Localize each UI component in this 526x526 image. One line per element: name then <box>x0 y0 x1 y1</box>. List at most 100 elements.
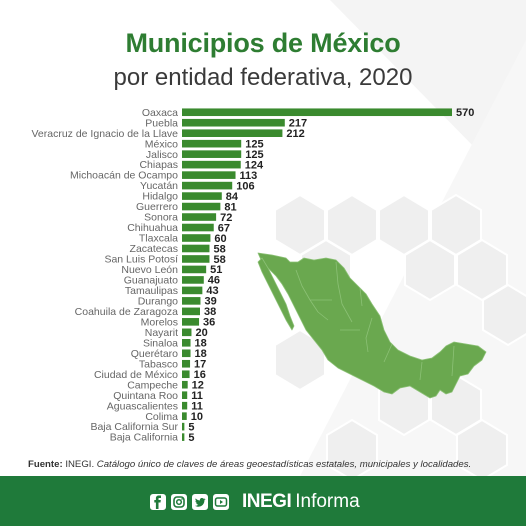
bar <box>182 276 204 284</box>
source-note: Fuente: INEGI. Catálogo único de claves … <box>28 459 508 470</box>
value-label: 125 <box>245 149 263 161</box>
category-label: Zacatecas <box>130 243 178 255</box>
category-label: Tlaxcala <box>139 233 178 245</box>
category-label: Chiapas <box>139 159 178 171</box>
bar <box>182 129 283 137</box>
category-label: Nuevo León <box>121 264 178 276</box>
category-label: Guanajuato <box>124 275 178 287</box>
value-label: 16 <box>194 369 206 381</box>
bar <box>182 160 241 169</box>
category-label: Colima <box>145 411 178 423</box>
category-label: Ciudad de México <box>94 369 178 381</box>
value-label: 570 <box>456 107 474 119</box>
bar <box>182 401 188 410</box>
category-label: San Luis Potosí <box>104 254 178 266</box>
value-label: 36 <box>203 317 215 329</box>
bars-group: Oaxaca 570 Puebla 217 Veracruz de Ignacio de… <box>31 107 474 444</box>
value-label: 51 <box>210 264 222 276</box>
chart-subtitle: por entidad federativa, 2020 <box>113 64 413 91</box>
facebook-icon[interactable] <box>150 494 166 510</box>
value-label: 43 <box>206 285 218 297</box>
value-label: 38 <box>204 306 216 318</box>
value-label: 18 <box>195 338 207 350</box>
bar <box>182 297 201 305</box>
category-label: Aguascalientes <box>107 400 178 412</box>
bar <box>182 108 452 117</box>
category-label: Michoacán de Ocampo <box>70 170 178 182</box>
value-label: 18 <box>195 348 207 360</box>
value-label: 106 <box>236 180 254 192</box>
bar <box>182 359 191 368</box>
bar <box>182 349 191 358</box>
bar <box>182 255 210 263</box>
value-label: 11 <box>191 400 203 412</box>
value-label: 217 <box>289 118 307 130</box>
value-label: 12 <box>192 380 204 392</box>
category-label: México <box>145 138 178 150</box>
value-label: 212 <box>286 128 304 140</box>
category-label: Morelos <box>141 316 178 328</box>
bar <box>182 380 188 389</box>
bar <box>182 118 285 127</box>
category-label: Tamaulipas <box>125 285 178 297</box>
bar <box>182 391 188 399</box>
twitter-icon[interactable] <box>192 494 208 510</box>
instagram-icon[interactable] <box>171 494 187 510</box>
category-label: Sonora <box>144 212 178 224</box>
category-label: Jalisco <box>146 149 178 161</box>
category-label: Yucatán <box>140 180 178 192</box>
bar <box>182 244 210 253</box>
background-decoration <box>257 0 526 476</box>
bar <box>182 150 242 158</box>
category-label: Hidalgo <box>142 191 178 203</box>
bar <box>182 433 185 441</box>
category-label: Guerrero <box>136 201 178 213</box>
value-label: 113 <box>240 170 258 182</box>
category-label: Sinaloa <box>143 337 178 349</box>
value-label: 20 <box>195 327 207 339</box>
category-label: Durango <box>138 295 178 307</box>
category-label: Oaxaca <box>142 107 178 119</box>
category-label: Veracruz de Ignacio de la Llave <box>31 128 178 140</box>
category-label: Querétaro <box>131 348 178 360</box>
category-label: Campeche <box>127 379 178 391</box>
mexico-map <box>257 252 487 399</box>
footer-brand-row: INEGI Informa <box>150 490 360 514</box>
bar <box>182 202 221 211</box>
bar <box>182 234 211 242</box>
value-label: 84 <box>226 191 239 203</box>
value-label: 46 <box>208 275 220 287</box>
source-text: Catálogo único de claves de áreas geoest… <box>96 459 472 470</box>
category-label: Puebla <box>145 117 178 129</box>
bar <box>182 286 203 295</box>
footer-bar: INEGI Informa <box>0 476 526 526</box>
bar <box>182 171 236 179</box>
source-label: Fuente: <box>28 459 63 470</box>
bar <box>182 213 217 221</box>
value-label: 67 <box>218 222 230 234</box>
bar <box>182 328 192 337</box>
value-label: 125 <box>245 138 263 150</box>
bar <box>182 307 200 316</box>
bar <box>182 339 191 347</box>
category-label: Nayarit <box>145 327 178 339</box>
bar-chart: Oaxaca 570 Puebla 217 Veracruz de Ignacio de… <box>31 107 474 444</box>
brand-logo-text: INEGI <box>242 491 292 512</box>
bar <box>182 192 222 200</box>
bar <box>182 181 233 190</box>
value-label: 17 <box>194 359 206 371</box>
bar <box>182 422 185 431</box>
bar <box>182 370 190 379</box>
category-label: Tabasco <box>139 358 178 370</box>
youtube-icon[interactable] <box>213 494 229 510</box>
source-org: INEGI. <box>65 459 95 470</box>
value-label: 5 <box>188 432 194 444</box>
value-label: 39 <box>204 296 216 308</box>
value-label: 5 <box>188 421 194 433</box>
value-label: 58 <box>213 254 225 266</box>
category-label: Coahuila de Zaragoza <box>75 306 178 318</box>
category-label: Quintana Roo <box>113 390 178 402</box>
bar <box>182 412 187 420</box>
brand-informa-text: Informa <box>295 491 360 512</box>
value-label: 72 <box>220 212 232 224</box>
